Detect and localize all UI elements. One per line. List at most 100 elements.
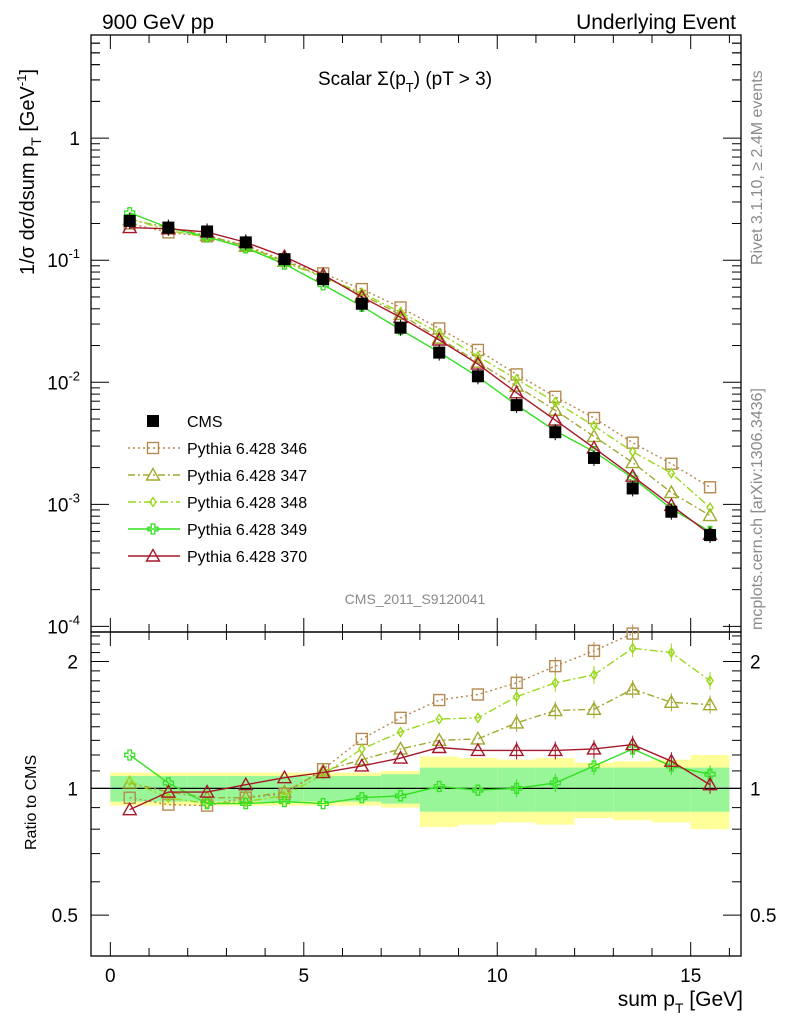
main-frame: [90, 34, 742, 633]
y-axis-label: 1/σ dσ/dsum pT [GeV-1]: [14, 69, 44, 275]
data-point: [704, 529, 717, 542]
mcplots-label: mcplots.cern.ch [arXiv:1306.3436]: [749, 388, 766, 630]
ratio-point: [238, 776, 254, 791]
series-point: [624, 454, 641, 469]
header-right: Underlying Event: [576, 11, 736, 34]
ratio-point: [624, 736, 641, 751]
ratio-point: [199, 784, 215, 798]
legend-marker: [145, 467, 161, 481]
ratio-line: [129, 748, 711, 805]
ratio-point: [240, 797, 252, 810]
ratio-point: [586, 741, 602, 755]
series-point: [508, 378, 525, 392]
ratio-point: [435, 713, 444, 725]
legend-marker: [147, 415, 159, 427]
series-line: [129, 217, 711, 509]
series-point: [474, 350, 482, 363]
ratio-tick-label-right: 2: [750, 653, 761, 674]
series-point: [587, 411, 601, 425]
ratio-point: [315, 764, 331, 779]
data-point: [394, 321, 407, 334]
series-point: [435, 327, 444, 339]
series-line: [129, 222, 711, 488]
ratio-line: [129, 647, 711, 805]
ratio-point: [162, 798, 175, 811]
series-line: [129, 212, 711, 533]
ratio-point: [510, 782, 523, 794]
ratio-point: [276, 769, 293, 784]
x-tick-label: 15: [680, 966, 701, 987]
series-point: [706, 501, 714, 514]
ratio-point: [160, 784, 177, 798]
series-point: [547, 402, 563, 416]
data-point: [162, 221, 175, 234]
ratio-point: [125, 775, 134, 787]
series-point: [702, 507, 718, 522]
ratio-point: [433, 693, 446, 707]
ratio-point: [704, 768, 716, 780]
ratio-point: [472, 784, 484, 796]
ratio-point: [512, 690, 521, 703]
legend-marker: [149, 496, 157, 508]
ratio-point: [547, 742, 563, 757]
axes: 0 5 10 15 10-4 10-3 10-2 10-1 1 0.5 0.5 1 1 2 2: [47, 34, 776, 987]
analysis-watermark: CMS_2011_S9120041: [345, 591, 486, 607]
ratio-point: [587, 644, 601, 658]
data-point: [549, 426, 562, 439]
ratio-point: [201, 797, 213, 810]
ratio-tick-label: 2: [67, 653, 78, 674]
ratio-point: [354, 751, 370, 766]
data-point: [201, 225, 214, 238]
ratio-point: [354, 758, 370, 772]
ratio-tick-label: 0.5: [52, 906, 78, 927]
ratio-point: [394, 711, 407, 725]
ratio-point: [547, 702, 563, 717]
data-point: [665, 505, 678, 518]
series-line: [129, 226, 711, 535]
data-point: [278, 253, 291, 266]
ratio-point: [663, 694, 680, 709]
rivet-label: Rivet 3.1.10, ≥ 2.4M events: [749, 70, 766, 265]
ratio-point: [356, 792, 368, 804]
x-tick-label: 0: [105, 966, 116, 987]
series-line: [129, 218, 711, 517]
ratio-tick-label-right: 0.5: [750, 906, 776, 927]
legend-entry-3: Pythia 6.428 348: [128, 495, 307, 512]
ratio-point: [317, 797, 329, 810]
ratio-point: [549, 659, 562, 673]
legend-entry-4: Pythia 6.428 349: [128, 522, 307, 539]
ratio-point: [508, 714, 525, 729]
series-point: [667, 467, 676, 479]
ratio-point: [667, 646, 676, 659]
ratio-point: [394, 790, 407, 802]
ratio-point: [702, 696, 718, 711]
ratio-point: [238, 789, 254, 804]
ratio-point: [626, 627, 639, 640]
series-layer: [121, 207, 718, 816]
series-point: [551, 396, 560, 408]
data-point: [317, 273, 330, 286]
data-point: [355, 297, 368, 310]
y-tick-label: 1: [69, 129, 80, 150]
ratio-line: [129, 688, 711, 799]
legend-entry-5: Pythia 6.428 370: [128, 548, 307, 566]
data-point: [471, 370, 484, 383]
ratio-point: [663, 753, 680, 767]
y-tick-label: 10-4: [47, 612, 80, 638]
x-tick-label: 5: [299, 966, 310, 987]
data-point: [626, 482, 639, 495]
ratio-point: [357, 743, 366, 755]
ratio-point: [278, 795, 291, 808]
ratio-point: [586, 701, 602, 716]
ratio-point: [549, 777, 561, 789]
series-point: [628, 445, 637, 458]
ratio-point: [280, 790, 289, 802]
y-tick-label: 10-2: [47, 368, 80, 394]
ratio-point: [471, 688, 485, 701]
data-point: [123, 214, 136, 227]
legend-marker: [146, 441, 160, 455]
legend-entry-2: Pythia 6.428 347: [128, 467, 307, 485]
ratio-point: [392, 741, 409, 755]
ratio-point: [470, 731, 486, 745]
